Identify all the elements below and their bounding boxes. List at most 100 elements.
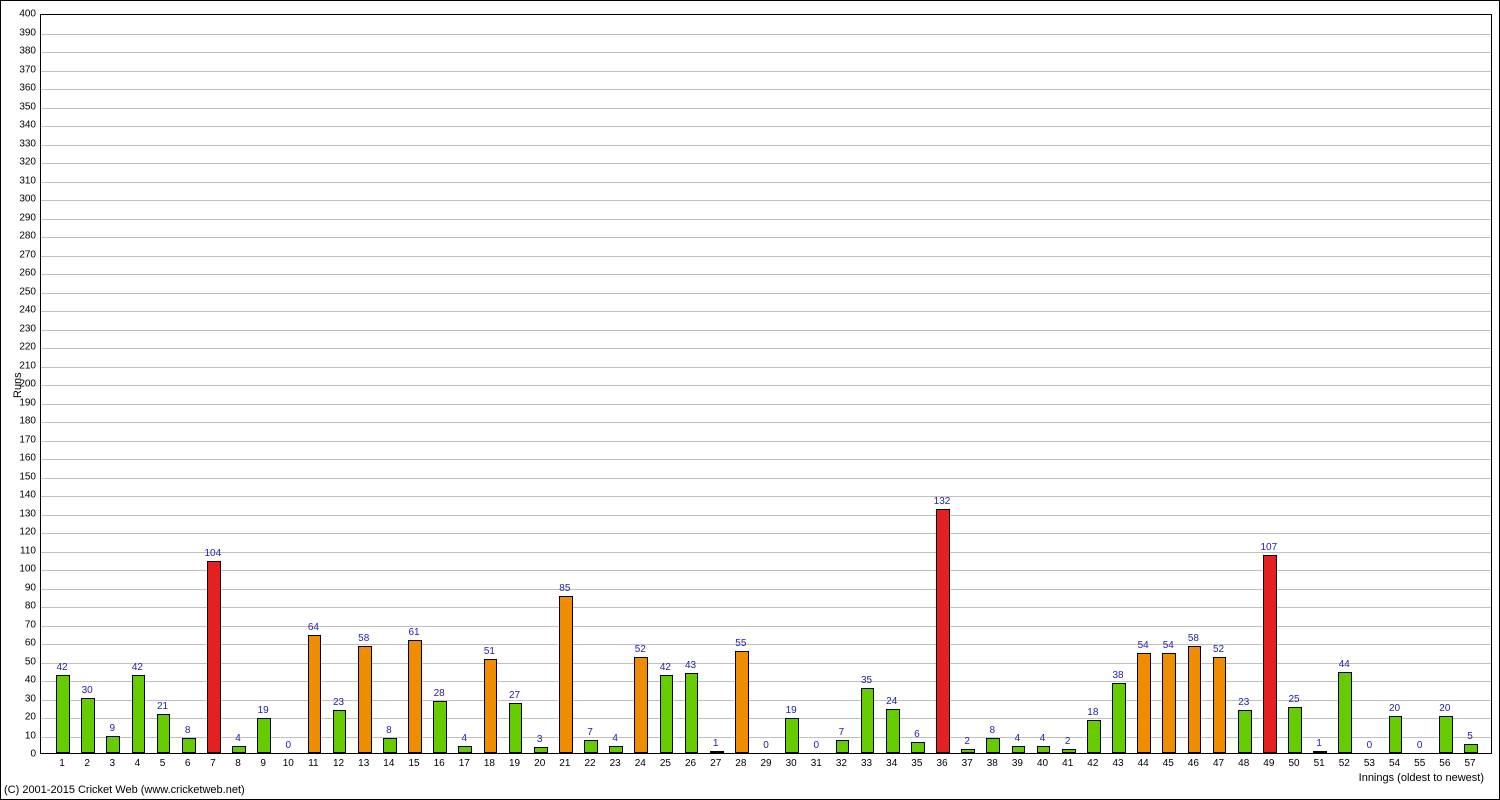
bar-value-label: 54 (1163, 640, 1174, 651)
bar-value-label: 4 (612, 733, 618, 744)
bar-value-label: 4 (235, 733, 241, 744)
y-tick-label: 120 (19, 527, 36, 538)
bar (1288, 707, 1302, 753)
y-tick-label: 230 (19, 323, 36, 334)
gridline (41, 145, 1491, 146)
bar (1213, 657, 1227, 753)
x-tick-label: 7 (210, 758, 216, 769)
bar (1188, 646, 1202, 753)
x-tick-label: 56 (1439, 758, 1450, 769)
bar (1238, 710, 1252, 753)
bar-value-label: 52 (635, 644, 646, 655)
y-tick-label: 280 (19, 231, 36, 242)
bar (207, 561, 221, 753)
y-tick-label: 10 (25, 730, 36, 741)
bar-value-label: 21 (157, 701, 168, 712)
bar-value-label: 23 (333, 697, 344, 708)
x-tick-label: 41 (1062, 758, 1073, 769)
y-tick-label: 330 (19, 138, 36, 149)
y-tick-label: 300 (19, 194, 36, 205)
bar (333, 710, 347, 753)
x-tick-label: 32 (836, 758, 847, 769)
bar (1162, 653, 1176, 753)
x-tick-label: 6 (185, 758, 191, 769)
bar-value-label: 28 (434, 688, 445, 699)
bar (1263, 555, 1277, 753)
bar-value-label: 2 (964, 736, 970, 747)
bar (1313, 751, 1327, 753)
bar (81, 698, 95, 754)
bar-value-label: 20 (1439, 703, 1450, 714)
x-tick-label: 44 (1138, 758, 1149, 769)
gridline (41, 311, 1491, 312)
y-tick-label: 370 (19, 64, 36, 75)
y-tick-label: 0 (30, 749, 36, 760)
x-tick-label: 37 (962, 758, 973, 769)
gridline (41, 478, 1491, 479)
gridline (41, 71, 1491, 72)
bar (509, 703, 523, 753)
bar-value-label: 64 (308, 622, 319, 633)
y-tick-label: 220 (19, 342, 36, 353)
bar-value-label: 1 (713, 738, 719, 749)
y-tick-label: 240 (19, 305, 36, 316)
x-tick-label: 50 (1288, 758, 1299, 769)
bar (1338, 672, 1352, 753)
bar-value-label: 58 (1188, 633, 1199, 644)
gridline (41, 163, 1491, 164)
x-tick-label: 13 (358, 758, 369, 769)
x-tick-label: 31 (811, 758, 822, 769)
x-tick-label: 47 (1213, 758, 1224, 769)
bar (584, 740, 598, 753)
bar (559, 596, 573, 753)
y-tick-label: 30 (25, 693, 36, 704)
bar-value-label: 43 (685, 660, 696, 671)
bar (157, 714, 171, 753)
bar-value-label: 8 (990, 725, 996, 736)
x-tick-label: 34 (886, 758, 897, 769)
x-tick-label: 48 (1238, 758, 1249, 769)
gridline (41, 108, 1491, 109)
bar (1062, 749, 1076, 753)
bar (1087, 720, 1101, 753)
gridline (41, 441, 1491, 442)
x-tick-label: 4 (135, 758, 141, 769)
bar-value-label: 132 (934, 496, 951, 507)
gridline (41, 293, 1491, 294)
x-tick-label: 21 (559, 758, 570, 769)
y-tick-label: 350 (19, 101, 36, 112)
x-tick-label: 25 (660, 758, 671, 769)
x-tick-label: 46 (1188, 758, 1199, 769)
x-tick-label: 22 (584, 758, 595, 769)
bar (861, 688, 875, 753)
y-tick-label: 320 (19, 157, 36, 168)
bar (1439, 716, 1453, 753)
bar (308, 635, 322, 753)
bar-value-label: 30 (82, 685, 93, 696)
bar-value-label: 0 (1417, 740, 1423, 751)
bar (836, 740, 850, 753)
x-tick-label: 10 (283, 758, 294, 769)
bar (534, 747, 548, 753)
gridline (41, 256, 1491, 257)
x-tick-label: 54 (1389, 758, 1400, 769)
gridline (41, 274, 1491, 275)
bar (1037, 746, 1051, 753)
y-tick-label: 290 (19, 212, 36, 223)
y-tick-label: 210 (19, 360, 36, 371)
gridline (41, 496, 1491, 497)
x-tick-label: 30 (786, 758, 797, 769)
x-tick-label: 55 (1414, 758, 1425, 769)
bar-value-label: 44 (1339, 659, 1350, 670)
gridline (41, 367, 1491, 368)
y-tick-label: 70 (25, 619, 36, 630)
x-tick-label: 5 (160, 758, 166, 769)
gridline (41, 126, 1491, 127)
x-tick-label: 33 (861, 758, 872, 769)
x-tick-label: 28 (735, 758, 746, 769)
y-tick-label: 90 (25, 582, 36, 593)
y-tick-label: 180 (19, 416, 36, 427)
bar-value-label: 7 (839, 727, 845, 738)
x-tick-label: 40 (1037, 758, 1048, 769)
gridline (41, 533, 1491, 534)
